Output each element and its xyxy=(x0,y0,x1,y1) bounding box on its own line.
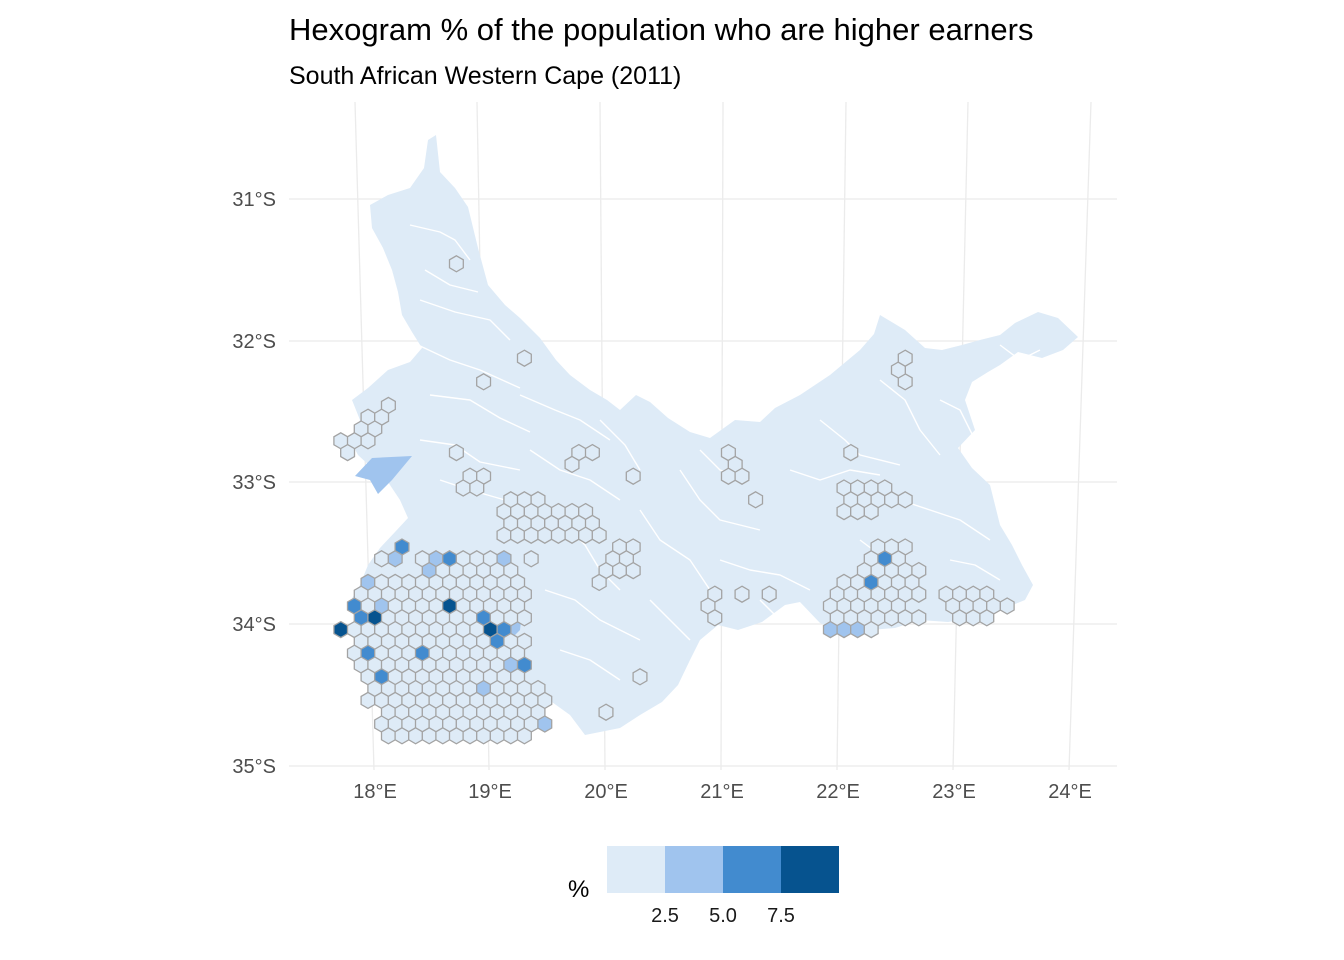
hex-cell xyxy=(836,620,852,639)
hex-cell xyxy=(863,620,879,639)
hex-cell xyxy=(455,479,471,497)
lat-label-32s: 32°S xyxy=(232,331,276,353)
hex-cell xyxy=(340,443,356,462)
hex-cell xyxy=(822,620,838,639)
hex-cell xyxy=(707,609,723,627)
hex-cell xyxy=(360,432,376,450)
legend-bin-4 xyxy=(781,846,839,893)
hex-cell xyxy=(897,349,913,367)
hex-cell xyxy=(897,491,913,509)
hex-cell xyxy=(408,727,424,745)
lon-label-18e: 18°E xyxy=(353,781,397,803)
hex-cell xyxy=(448,443,464,462)
hexagon-layer xyxy=(333,255,1015,745)
hex-cell xyxy=(333,620,349,639)
legend-bin-1 xyxy=(607,846,665,893)
hex-cell xyxy=(598,703,614,721)
hex-cell xyxy=(911,585,927,603)
lon-label-20e: 20°E xyxy=(584,781,628,803)
hex-cell xyxy=(537,526,553,544)
hex-cell xyxy=(884,609,900,627)
lat-label-35s: 35°S xyxy=(232,756,276,778)
hex-cell xyxy=(448,727,464,745)
hex-cell xyxy=(591,573,607,592)
hex-cell xyxy=(510,526,526,544)
hex-cell xyxy=(761,585,777,603)
hex-cell xyxy=(537,715,553,733)
hex-cell xyxy=(523,550,539,568)
hex-cell xyxy=(516,349,532,367)
legend-label-5-0: 5.0 xyxy=(709,905,737,927)
hex-cell xyxy=(734,467,750,485)
hex-cell xyxy=(625,467,641,485)
hex-cell xyxy=(843,443,859,462)
lon-label-19e: 19°E xyxy=(468,781,512,803)
hex-cell xyxy=(979,609,995,627)
lon-label-24e: 24°E xyxy=(1048,781,1092,803)
hex-cell xyxy=(850,620,866,639)
hex-cell xyxy=(911,609,927,627)
hex-cell xyxy=(632,668,648,686)
hex-cell xyxy=(503,727,519,745)
hex-cell xyxy=(952,609,968,627)
hex-cell xyxy=(516,609,532,627)
hex-cell xyxy=(999,597,1015,615)
hex-cell xyxy=(374,550,390,568)
hex-cell xyxy=(836,502,852,521)
lat-label-33s: 33°S xyxy=(232,472,276,494)
hex-cell xyxy=(591,526,607,544)
hex-cell xyxy=(564,455,580,474)
hex-cell xyxy=(748,491,764,509)
hex-cell xyxy=(584,443,600,462)
legend-label-7-5: 7.5 xyxy=(767,905,795,927)
chart-title: Hexogram % of the population who are hig… xyxy=(289,12,1034,47)
hex-cell xyxy=(884,491,900,509)
hex-cell xyxy=(476,373,492,391)
hex-cell xyxy=(516,727,532,745)
hex-cell xyxy=(360,691,376,710)
legend-bin-2 xyxy=(665,846,723,893)
hex-cell xyxy=(496,526,512,544)
inland-water-patch xyxy=(355,456,412,494)
lon-axis: 18°E 19°E 20°E 21°E 22°E 23°E 24°E xyxy=(353,781,1092,803)
lat-axis: 31°S 32°S 33°S 34°S 35°S xyxy=(232,189,276,778)
lat-label-34s: 34°S xyxy=(232,614,276,636)
lat-label-31s: 31°S xyxy=(232,189,276,211)
lon-label-21e: 21°E xyxy=(700,781,744,803)
lon-label-23e: 23°E xyxy=(932,781,976,803)
hex-cell xyxy=(612,561,628,580)
hex-cell xyxy=(380,727,396,745)
hex-cell xyxy=(394,727,410,745)
legend-bin-3 xyxy=(723,846,781,893)
hex-cell xyxy=(564,526,580,544)
hex-cell xyxy=(625,561,641,580)
legend-label-2-5: 2.5 xyxy=(651,905,679,927)
legend-title: % xyxy=(568,876,590,903)
grid-line-24e xyxy=(1068,101,1092,771)
hex-cell xyxy=(897,609,913,627)
hex-cell xyxy=(578,526,594,544)
hex-cell xyxy=(462,727,478,745)
hex-cell xyxy=(523,526,539,544)
hex-cell xyxy=(476,727,492,745)
hex-cell xyxy=(435,727,451,745)
hex-cell xyxy=(448,255,464,273)
hex-cell xyxy=(734,585,750,603)
hex-cell xyxy=(421,727,437,745)
hex-cell xyxy=(469,479,485,497)
legend-colorbar xyxy=(607,846,839,893)
hex-cell xyxy=(537,691,553,710)
lon-label-22e: 22°E xyxy=(816,781,860,803)
hex-cell xyxy=(863,502,879,521)
hex-cell xyxy=(850,502,866,521)
hex-cell xyxy=(489,727,505,745)
hex-cell xyxy=(387,550,403,568)
hex-cell xyxy=(965,609,981,627)
chart-subtitle: South African Western Cape (2011) xyxy=(289,62,682,90)
hex-cell xyxy=(550,526,566,544)
hex-cell xyxy=(720,467,736,485)
